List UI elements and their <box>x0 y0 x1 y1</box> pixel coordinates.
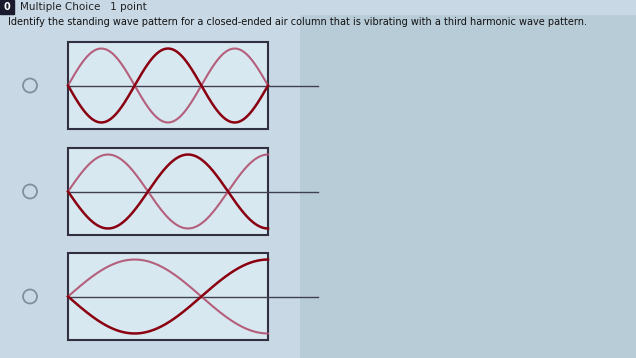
Bar <box>498 0 531 358</box>
Bar <box>333 0 366 358</box>
Bar <box>432 0 465 358</box>
Text: Multiple Choice   1 point: Multiple Choice 1 point <box>20 2 147 12</box>
Bar <box>68 253 268 340</box>
Bar <box>531 0 564 358</box>
Bar <box>366 0 399 358</box>
Text: Identify the standing wave pattern for a closed-ended air column that is vibrati: Identify the standing wave pattern for a… <box>8 17 587 27</box>
Bar <box>465 0 498 358</box>
Bar <box>68 148 268 235</box>
Bar <box>68 42 268 129</box>
Text: 0: 0 <box>4 2 10 12</box>
Bar <box>300 0 636 358</box>
Bar <box>0 0 636 14</box>
Bar <box>597 0 630 358</box>
Bar <box>399 0 432 358</box>
Bar <box>564 0 597 358</box>
Bar <box>0 0 14 14</box>
Bar <box>300 0 333 358</box>
